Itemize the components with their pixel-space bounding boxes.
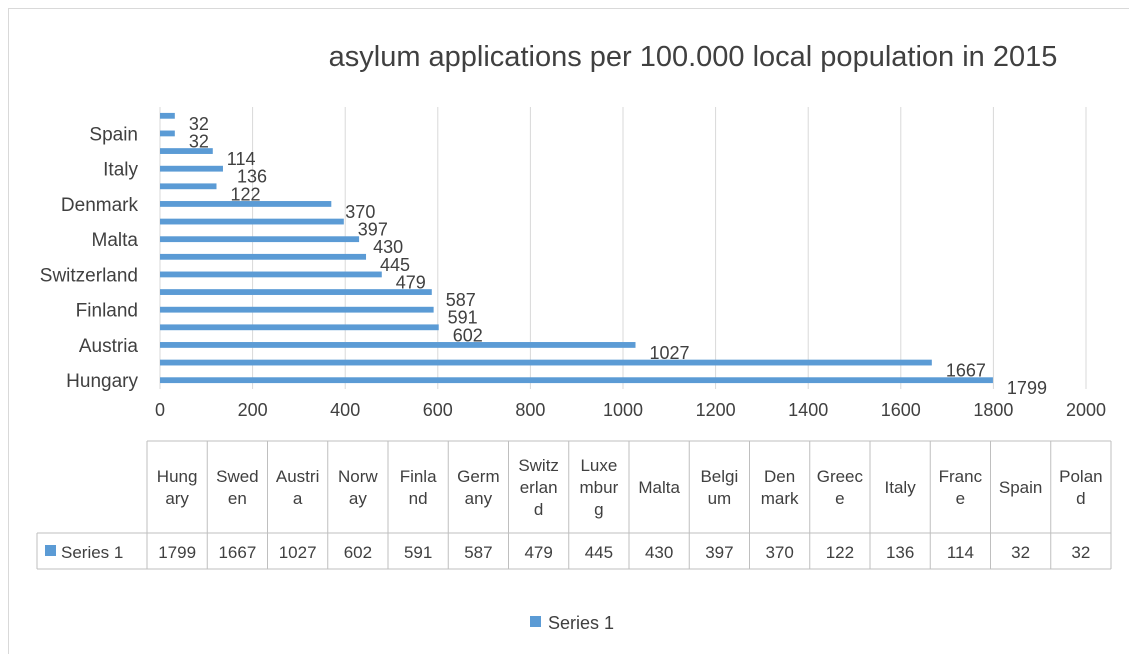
bar (160, 236, 360, 243)
x-tick-label: 200 (238, 400, 268, 420)
bar (160, 148, 213, 154)
table-header-cell: Norw ay (338, 467, 378, 508)
table-value-cell: 591 (404, 543, 432, 562)
table-header-cell: Germ any (457, 467, 500, 508)
x-tick-label: 1600 (881, 400, 921, 420)
chart-frame (8, 8, 1129, 654)
data-label: 1667 (946, 361, 986, 381)
category-label: Austria (79, 336, 139, 357)
category-label: Italy (103, 160, 138, 181)
bar (160, 324, 439, 331)
bar (160, 306, 434, 313)
data-label: 430 (373, 237, 403, 257)
category-label: Hungary (66, 371, 138, 392)
x-tick-label: 2000 (1066, 400, 1106, 420)
table-value-cell: 32 (1011, 543, 1030, 562)
data-label: 1027 (650, 343, 690, 363)
bar (160, 218, 344, 225)
table-header-cell: Spain (999, 478, 1042, 497)
table-header-cell: Swed en (216, 467, 259, 508)
table-value-cell: 430 (645, 543, 673, 562)
bar (160, 289, 432, 295)
chart-title: asylum applications per 100.000 local po… (329, 41, 1058, 73)
data-label: 445 (380, 255, 410, 275)
table-header-cell: Finla nd (400, 467, 437, 508)
category-label: Denmark (61, 195, 139, 216)
bar (160, 130, 175, 137)
table-header-cell: Malta (638, 478, 680, 497)
category-label: Malta (92, 230, 139, 251)
data-label: 479 (396, 272, 426, 292)
bar (160, 342, 636, 348)
table-header-cell: Hung ary (157, 467, 198, 508)
bar (160, 112, 175, 119)
category-label: Switzerland (40, 265, 138, 286)
data-label: 1799 (1007, 378, 1047, 398)
bar (160, 201, 332, 207)
table-header-cell: Greec e (817, 467, 864, 508)
data-label: 32 (189, 114, 209, 134)
table-header-cell: Franc e (939, 467, 983, 508)
x-tick-label: 800 (515, 400, 545, 420)
bar (160, 271, 382, 278)
table-header-cell: Den mark (761, 467, 799, 508)
table-series-swatch (45, 545, 56, 556)
table-header-cell: Polan d (1059, 467, 1102, 508)
legend-entry: Series 1 (548, 613, 614, 633)
data-label: 587 (446, 290, 476, 310)
data-label: 32 (189, 131, 209, 151)
table-value-cell: 122 (826, 543, 854, 562)
data-label: 114 (227, 149, 256, 169)
table-value-cell: 445 (585, 543, 613, 562)
table-value-cell: 602 (344, 543, 372, 562)
x-tick-label: 1200 (696, 400, 736, 420)
x-tick-label: 1000 (603, 400, 643, 420)
data-label: 602 (453, 325, 483, 345)
table-series-name: Series 1 (61, 543, 123, 562)
table-value-cell: 32 (1071, 543, 1090, 562)
bar (160, 359, 932, 366)
legend-swatch (530, 616, 541, 627)
table-header-cell: Italy (885, 478, 917, 497)
data-label: 122 (230, 184, 260, 204)
table-value-cell: 136 (886, 543, 914, 562)
x-tick-label: 400 (330, 400, 360, 420)
table-value-cell: 479 (524, 543, 552, 562)
data-label: 397 (358, 220, 388, 240)
data-label: 591 (448, 308, 478, 328)
table-value-cell: 1667 (218, 543, 256, 562)
x-tick-label: 600 (423, 400, 453, 420)
table-value-cell: 1027 (279, 543, 317, 562)
x-tick-label: 0 (155, 400, 165, 420)
table-header-cell: Belgi um (700, 467, 738, 508)
table-header-cell: Switz erlan d (518, 456, 559, 519)
table-value-cell: 114 (947, 543, 974, 562)
x-tick-label: 1800 (973, 400, 1013, 420)
bar (160, 165, 223, 172)
table-value-cell: 370 (765, 543, 793, 562)
data-label: 370 (345, 202, 375, 222)
bar (160, 253, 367, 260)
bar (160, 183, 217, 190)
table-value-cell: 1799 (158, 543, 196, 562)
x-tick-label: 1400 (788, 400, 828, 420)
table-value-cell: 587 (464, 543, 492, 562)
table-header-cell: Austri a (276, 467, 319, 508)
category-label: Spain (89, 124, 138, 145)
table-value-cell: 397 (705, 543, 733, 562)
data-label: 136 (237, 167, 267, 187)
bar (160, 377, 993, 384)
category-label: Finland (76, 301, 138, 322)
table-header-cell: Luxe mbur g (580, 456, 619, 519)
